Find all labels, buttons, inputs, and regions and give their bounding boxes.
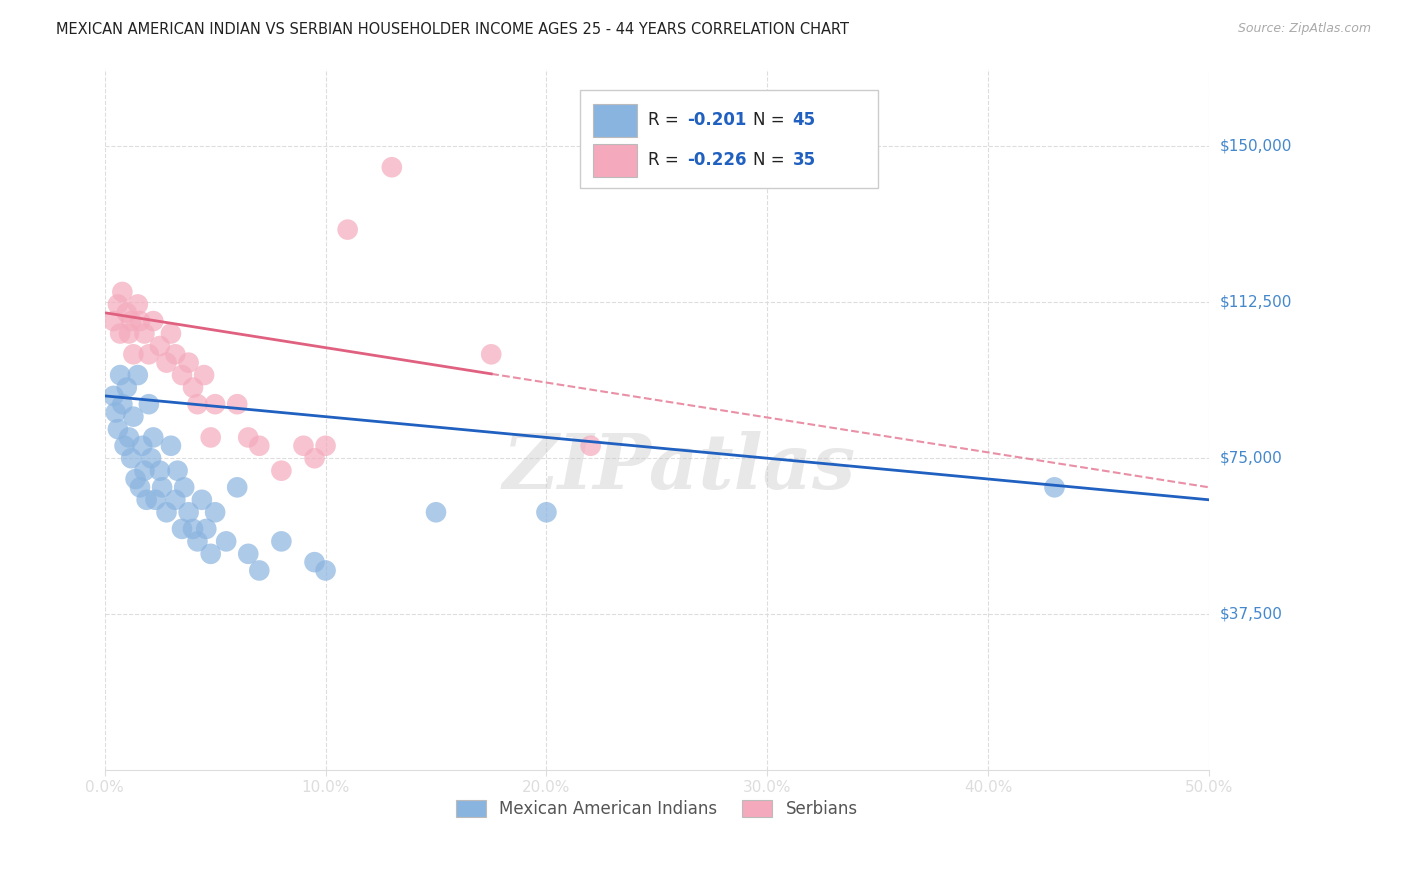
Point xyxy=(108,368,131,383)
Point xyxy=(270,534,292,549)
FancyBboxPatch shape xyxy=(579,89,877,188)
Point xyxy=(120,314,142,328)
Point xyxy=(247,439,270,453)
Point xyxy=(181,522,204,536)
Bar xyxy=(593,103,637,137)
Point xyxy=(111,397,134,411)
Point xyxy=(118,430,141,444)
Point xyxy=(315,439,337,453)
Point xyxy=(107,422,129,436)
Point xyxy=(155,356,177,370)
Point xyxy=(226,480,249,494)
Point xyxy=(114,439,136,453)
Point xyxy=(120,451,142,466)
Point xyxy=(103,389,125,403)
Point xyxy=(479,347,502,361)
Point xyxy=(122,347,145,361)
Point xyxy=(336,222,359,236)
Point xyxy=(104,405,127,419)
Point xyxy=(381,160,404,174)
Point xyxy=(170,522,193,536)
Text: N =: N = xyxy=(754,112,790,129)
Point xyxy=(131,439,153,453)
Point xyxy=(191,492,214,507)
Point xyxy=(181,380,204,394)
Point xyxy=(186,534,208,549)
Point xyxy=(135,492,157,507)
Point xyxy=(118,326,141,341)
Point xyxy=(103,314,125,328)
Point xyxy=(195,522,218,536)
Point xyxy=(238,547,260,561)
Point xyxy=(292,439,315,453)
Point xyxy=(170,368,193,383)
Point xyxy=(142,430,165,444)
Point xyxy=(579,439,602,453)
Point xyxy=(134,464,156,478)
Text: R =: R = xyxy=(648,152,685,169)
Legend: Mexican American Indians, Serbians: Mexican American Indians, Serbians xyxy=(450,793,865,825)
Point xyxy=(129,480,152,494)
Point xyxy=(200,547,222,561)
Point xyxy=(149,464,172,478)
Point xyxy=(304,451,326,466)
Point xyxy=(150,480,173,494)
Point xyxy=(124,472,146,486)
Point xyxy=(204,505,226,519)
Point xyxy=(173,480,195,494)
Point xyxy=(186,397,208,411)
Text: N =: N = xyxy=(754,152,790,169)
Point xyxy=(129,314,152,328)
Point xyxy=(115,380,138,394)
Point xyxy=(155,505,177,519)
Point xyxy=(1043,480,1066,494)
Point xyxy=(165,492,187,507)
Point xyxy=(166,464,188,478)
Point xyxy=(304,555,326,569)
Point xyxy=(165,347,187,361)
Point xyxy=(108,326,131,341)
Point xyxy=(107,297,129,311)
Text: ZIPatlas: ZIPatlas xyxy=(502,432,855,506)
Text: 45: 45 xyxy=(793,112,815,129)
Text: MEXICAN AMERICAN INDIAN VS SERBIAN HOUSEHOLDER INCOME AGES 25 - 44 YEARS CORRELA: MEXICAN AMERICAN INDIAN VS SERBIAN HOUSE… xyxy=(56,22,849,37)
Point xyxy=(247,564,270,578)
Point xyxy=(315,564,337,578)
Text: -0.201: -0.201 xyxy=(686,112,747,129)
Point xyxy=(139,451,162,466)
Point xyxy=(142,314,165,328)
Point xyxy=(425,505,447,519)
Point xyxy=(204,397,226,411)
Point xyxy=(138,397,160,411)
Point xyxy=(160,326,183,341)
Point xyxy=(134,326,156,341)
Point xyxy=(127,368,149,383)
Point xyxy=(193,368,215,383)
Point xyxy=(200,430,222,444)
Text: Source: ZipAtlas.com: Source: ZipAtlas.com xyxy=(1237,22,1371,36)
Point xyxy=(149,339,172,353)
Point xyxy=(122,409,145,424)
Text: 35: 35 xyxy=(793,152,815,169)
Point xyxy=(226,397,249,411)
Point xyxy=(238,430,260,444)
Point xyxy=(160,439,183,453)
Bar xyxy=(593,144,637,178)
Point xyxy=(177,505,200,519)
Point xyxy=(127,297,149,311)
Text: $75,000: $75,000 xyxy=(1220,450,1282,466)
Text: $37,500: $37,500 xyxy=(1220,607,1284,622)
Point xyxy=(270,464,292,478)
Point xyxy=(536,505,558,519)
Text: R =: R = xyxy=(648,112,685,129)
Point xyxy=(177,356,200,370)
Point xyxy=(111,285,134,299)
Point xyxy=(115,306,138,320)
Point xyxy=(215,534,238,549)
Point xyxy=(138,347,160,361)
Text: -0.226: -0.226 xyxy=(686,152,747,169)
Point xyxy=(145,492,167,507)
Text: $112,500: $112,500 xyxy=(1220,295,1292,310)
Text: $150,000: $150,000 xyxy=(1220,139,1292,154)
